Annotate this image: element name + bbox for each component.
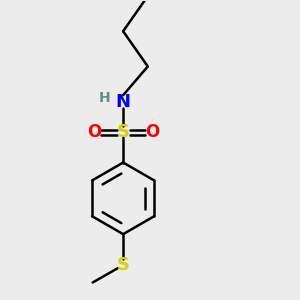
Text: N: N	[116, 93, 130, 111]
Text: H: H	[99, 91, 110, 105]
Text: S: S	[117, 123, 130, 141]
Text: O: O	[87, 123, 102, 141]
Text: S: S	[117, 256, 130, 274]
Text: O: O	[145, 123, 159, 141]
